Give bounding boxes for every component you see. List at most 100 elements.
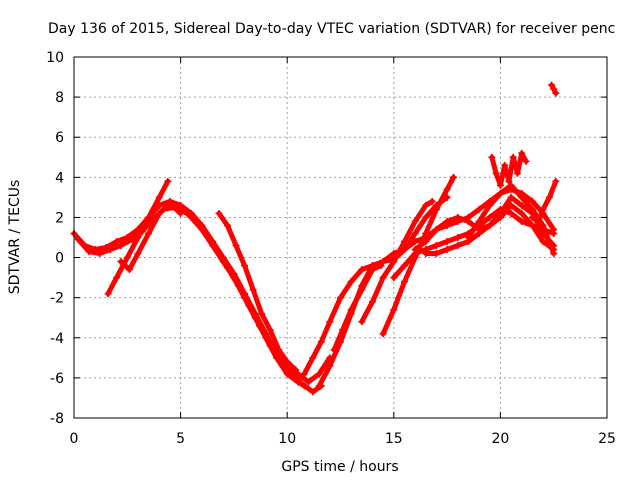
- data-point: [368, 298, 376, 306]
- data-point: [432, 225, 440, 233]
- data-point: [347, 278, 355, 286]
- data-point: [104, 290, 112, 298]
- data-point: [339, 326, 347, 334]
- data-point: [113, 238, 121, 246]
- data-point: [249, 286, 257, 294]
- data-point: [528, 221, 536, 229]
- data-point: [273, 354, 281, 362]
- data-point: [518, 193, 526, 201]
- data-point: [501, 161, 509, 169]
- data-point: [317, 338, 325, 346]
- data-point: [475, 217, 483, 225]
- data-point: [219, 258, 227, 266]
- data-point: [305, 378, 313, 386]
- plot-area: [70, 81, 560, 396]
- data-point: [315, 382, 323, 390]
- data-point: [400, 238, 408, 246]
- data-point: [464, 217, 472, 225]
- data-point: [464, 234, 472, 241]
- data-point: [539, 221, 547, 229]
- series-track-9: [330, 262, 385, 354]
- data-point: [454, 213, 462, 221]
- data-point: [209, 242, 217, 250]
- series-track-6: [215, 209, 300, 374]
- data-point: [379, 274, 387, 282]
- data-point: [522, 157, 530, 165]
- data-point: [390, 258, 398, 266]
- data-point: [443, 185, 451, 193]
- data-point: [518, 217, 526, 225]
- data-point: [326, 318, 334, 326]
- data-point: [400, 278, 408, 286]
- series-line: [75, 204, 324, 395]
- data-point: [166, 199, 174, 207]
- data-point: [294, 370, 302, 378]
- data-point: [230, 274, 238, 282]
- data-point: [454, 242, 462, 250]
- data-point: [475, 229, 483, 237]
- data-point: [496, 181, 504, 189]
- data-point: [309, 388, 317, 396]
- data-point: [528, 197, 536, 205]
- data-point: [283, 370, 291, 378]
- data-point: [552, 177, 560, 185]
- x-tick-label: 0: [70, 431, 79, 447]
- data-point: [492, 169, 500, 177]
- data-point: [509, 153, 517, 161]
- data-point: [294, 378, 302, 386]
- data-point: [300, 370, 308, 378]
- data-point: [113, 274, 121, 282]
- series-track-16: [488, 149, 530, 189]
- data-point: [241, 262, 249, 270]
- data-point: [486, 221, 494, 229]
- data-point: [411, 229, 419, 237]
- grid: [74, 57, 607, 418]
- data-point: [552, 89, 560, 97]
- data-point: [275, 346, 283, 354]
- data-point: [518, 149, 526, 157]
- data-point: [513, 169, 521, 177]
- data-point: [443, 217, 451, 225]
- data-point: [128, 236, 136, 244]
- data-point: [379, 330, 387, 338]
- data-point: [187, 213, 195, 221]
- y-tick-label: -8: [50, 411, 64, 427]
- data-point: [85, 248, 93, 256]
- x-tick-label: 20: [491, 431, 509, 447]
- data-point: [241, 294, 249, 302]
- data-point: [507, 193, 515, 201]
- data-point: [528, 213, 536, 221]
- data-point: [300, 382, 308, 390]
- data-point: [266, 326, 274, 334]
- series-track-10: [358, 197, 436, 326]
- data-point: [535, 217, 543, 225]
- y-tick-label: 10: [46, 50, 64, 66]
- data-point: [164, 177, 172, 185]
- data-point: [432, 205, 440, 213]
- data-point: [528, 205, 536, 213]
- data-point: [117, 242, 125, 250]
- data-point: [539, 238, 547, 246]
- data-point: [432, 250, 440, 258]
- data-point: [155, 193, 163, 201]
- series-line: [331, 263, 384, 353]
- x-tick-label: 5: [176, 431, 185, 447]
- data-point: [215, 209, 223, 217]
- x-tick-label: 10: [278, 431, 296, 447]
- y-tick-label: 8: [55, 90, 64, 106]
- data-point: [145, 213, 153, 221]
- data-point: [475, 205, 483, 213]
- x-tick-label: 15: [385, 431, 403, 447]
- y-tick-label: -2: [50, 291, 64, 307]
- data-point: [496, 209, 504, 217]
- data-point: [488, 153, 496, 161]
- data-point: [145, 229, 153, 237]
- series-track-15: [464, 181, 558, 258]
- data-point: [358, 266, 366, 274]
- data-point: [432, 242, 440, 250]
- data-point: [400, 262, 408, 270]
- data-point: [177, 209, 185, 217]
- data-point: [390, 274, 398, 282]
- data-point: [443, 246, 451, 254]
- data-point: [550, 85, 558, 93]
